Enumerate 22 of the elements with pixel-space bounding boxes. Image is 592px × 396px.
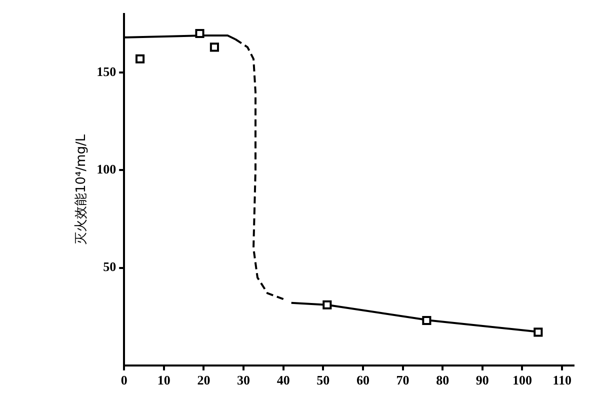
y-tick-label: 50	[103, 259, 116, 274]
x-tick-label: 40	[276, 372, 290, 388]
x-tick-label: 80	[436, 372, 450, 388]
x-tick-label: 60	[356, 372, 370, 388]
x-tick-label: 70	[396, 372, 410, 388]
point	[422, 316, 432, 326]
point	[210, 42, 220, 52]
x-tick-label: 10	[157, 372, 170, 388]
x-tick-label: 90	[476, 372, 489, 388]
point	[195, 28, 204, 38]
x-tick-label: 100	[512, 372, 532, 388]
y-tick-label: 100	[96, 162, 116, 177]
y-axis-title: 灭火效能10⁴/mg/L	[74, 134, 90, 246]
point	[322, 300, 332, 310]
point	[534, 328, 543, 337]
x-tick-label: 110	[552, 372, 572, 388]
x-tick-label: 0	[120, 372, 128, 388]
x-tick-label: 30	[237, 372, 250, 388]
point	[135, 54, 145, 64]
x-tick-label: 20	[197, 372, 210, 388]
x-tick-label: 50	[316, 372, 330, 388]
y-tick-label: 150	[96, 64, 116, 79]
